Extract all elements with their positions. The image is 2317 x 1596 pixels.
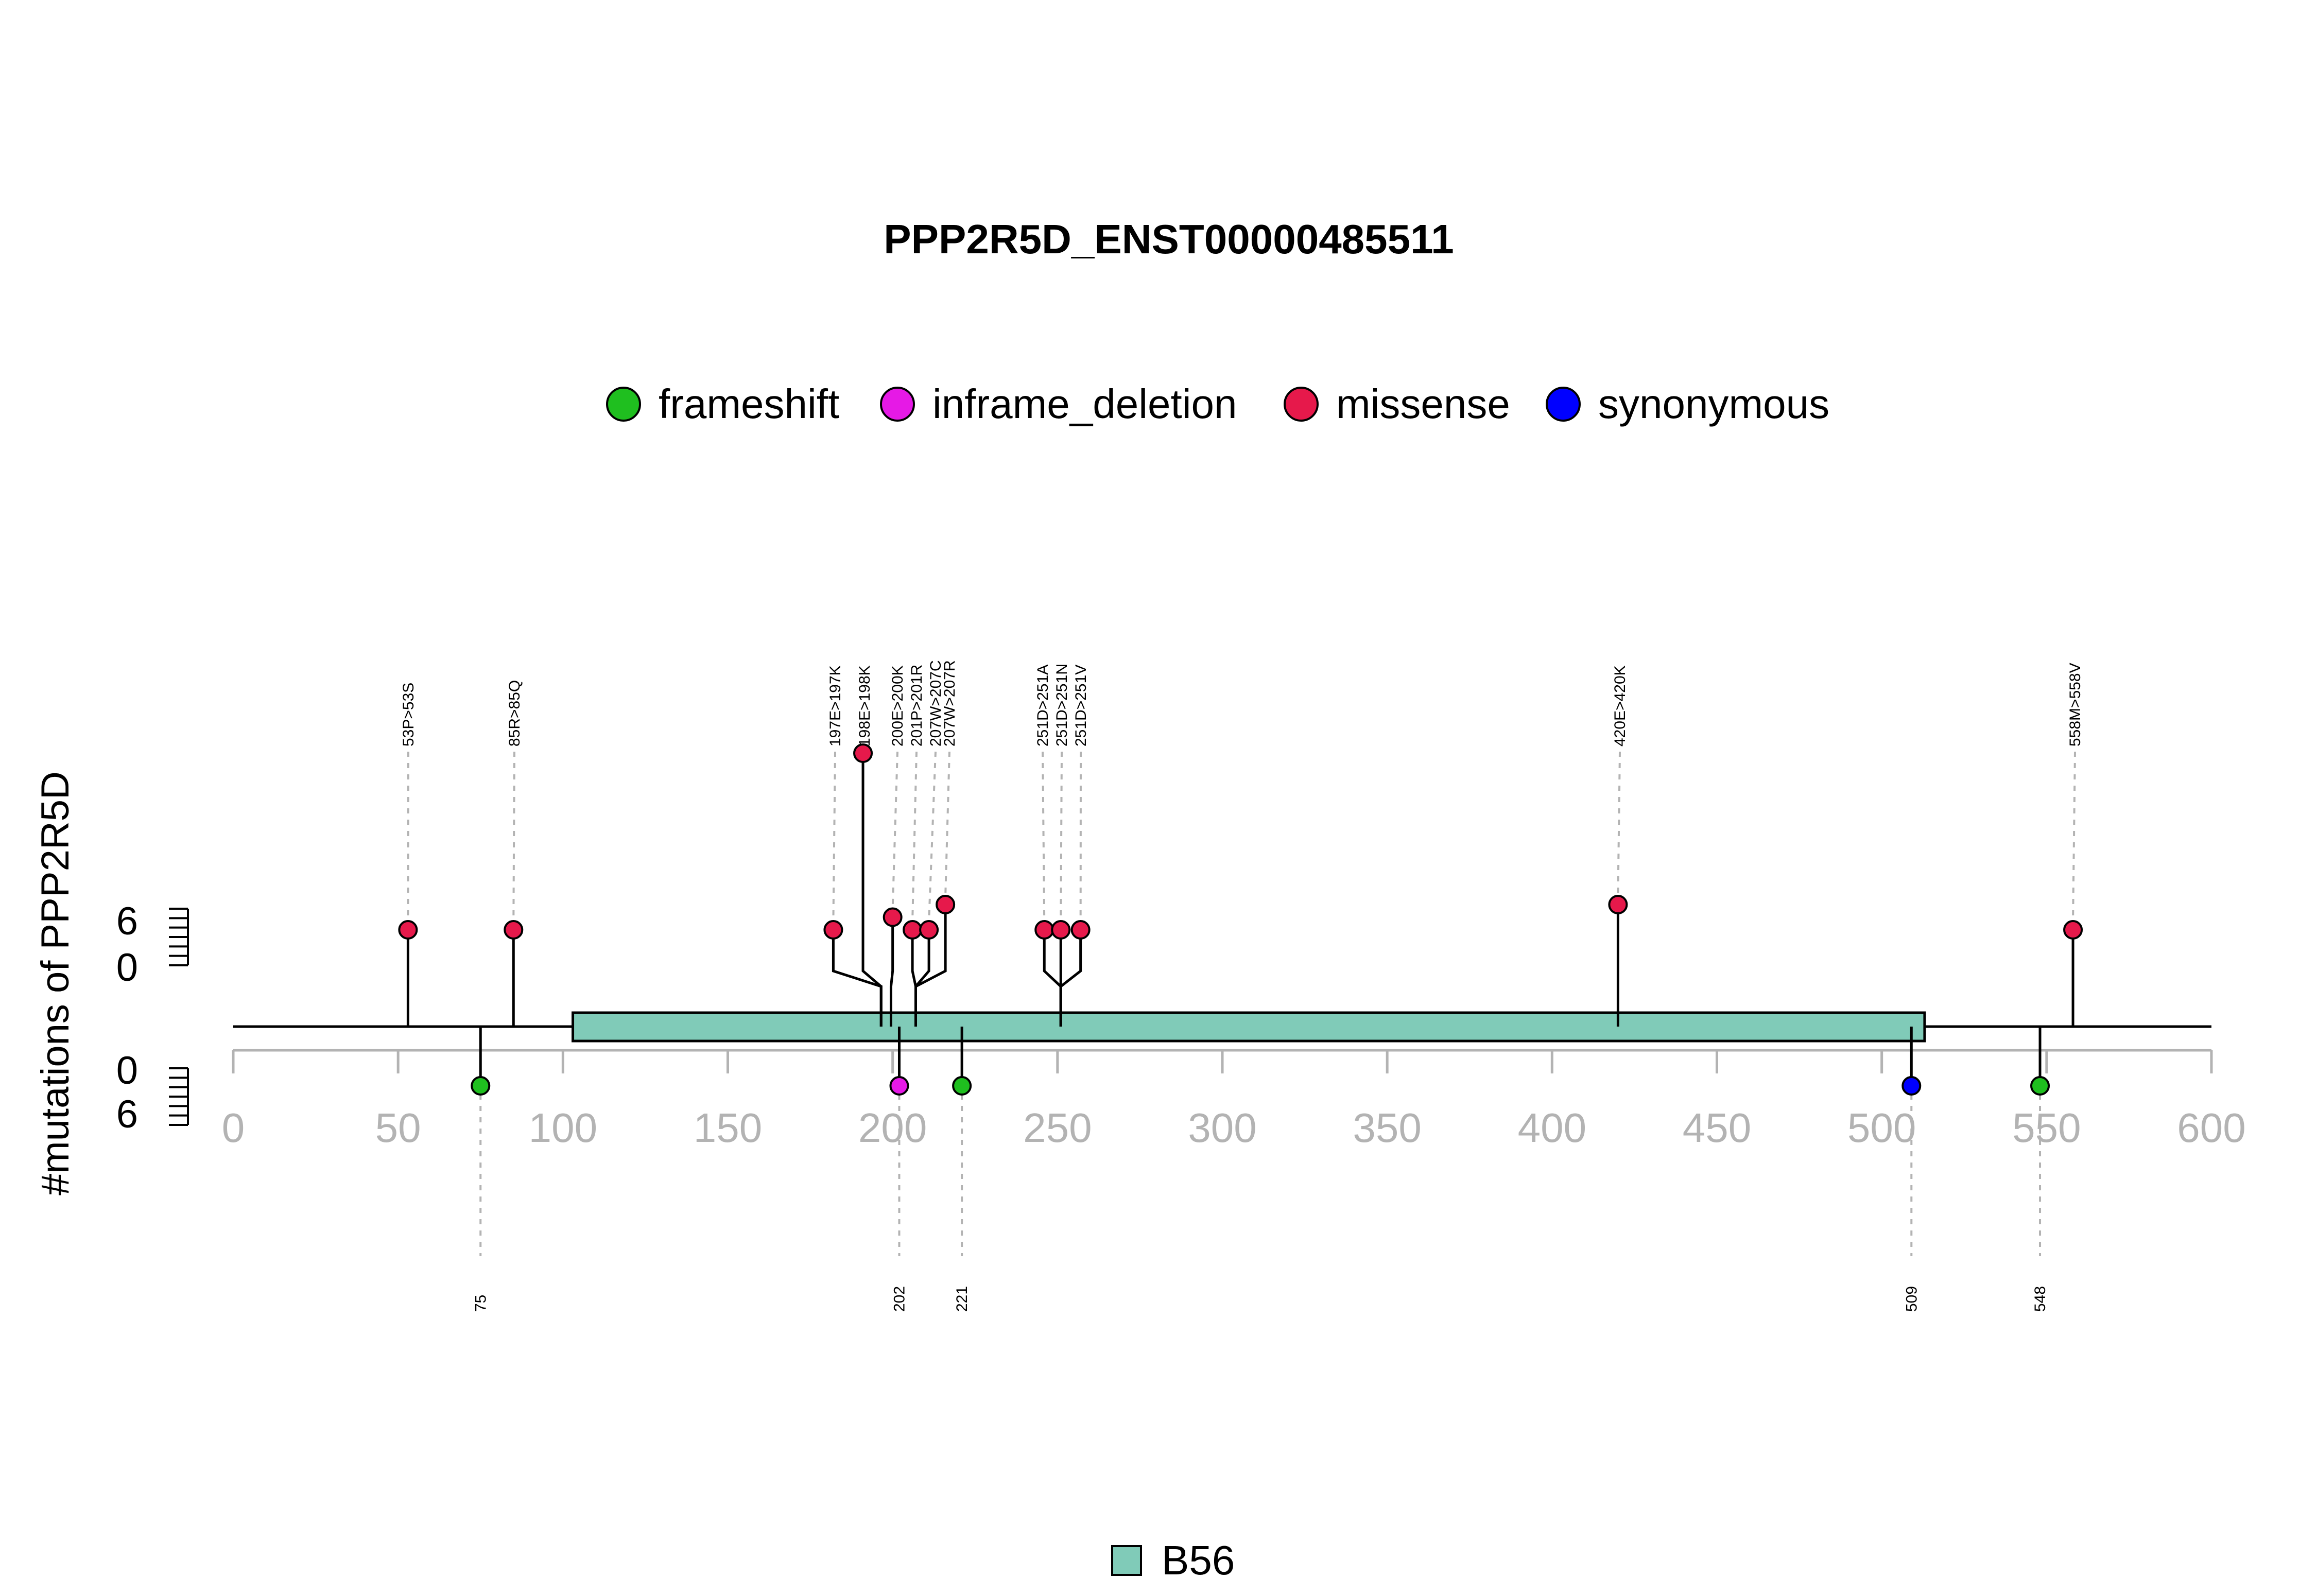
chart-title: PPP2R5D_ENST00000485511 (884, 216, 1454, 262)
domain-legend: B56 (1111, 1537, 1235, 1583)
mutation-label: 420E>420K (1612, 665, 1629, 747)
y-tick-bottom-0: 0 (116, 1049, 138, 1092)
mutation-stem (1059, 930, 1082, 1027)
mutation-point-frameshift (952, 1076, 972, 1096)
mutation-point-missense (1034, 920, 1054, 940)
mutation-point-missense (919, 920, 939, 940)
mutation-point-missense (1608, 895, 1628, 914)
mutation-stem (914, 905, 947, 1027)
mutation-point-synonymous (1901, 1076, 1922, 1096)
x-tick-label: 100 (529, 1105, 597, 1151)
guide-line (928, 751, 937, 922)
guide-line (832, 751, 836, 922)
guide-line (1042, 751, 1046, 922)
mutation-label: 200E>200K (889, 665, 906, 747)
x-tick-label: 400 (1518, 1105, 1586, 1151)
guide-line (512, 751, 515, 922)
x-tick-label: 50 (375, 1105, 421, 1151)
guide-line (1060, 751, 1063, 922)
mutation-label: 207W>207C (927, 660, 944, 747)
mutation-label: 251D>251A (1034, 665, 1051, 747)
legend-marker-inframe_deletion (880, 387, 915, 422)
mutation-label: 85R>85Q (506, 680, 523, 747)
mutation-point-missense (936, 895, 956, 914)
y-tick-top-0: 0 (116, 946, 138, 990)
legend-label-inframe_deletion: inframe_deletion (932, 381, 1237, 427)
mutation-label: 53P>53S (400, 683, 417, 747)
domain-B56 (572, 1011, 1926, 1043)
x-tick-label: 0 (222, 1105, 245, 1151)
guide-line (2072, 751, 2076, 922)
x-tick-label: 450 (1683, 1105, 1751, 1151)
y-tick-top-6: 6 (116, 899, 138, 943)
top-mutations: 53P>53S 85R>85Q 197E>197K 198E>198K 200E>200… (398, 660, 2084, 1027)
mutation-label: 198E>198K (856, 665, 873, 747)
mutation-point-missense (504, 920, 524, 940)
mutation-label: 509 (1903, 1286, 1920, 1312)
legend-label-frameshift: frameshift (659, 381, 839, 427)
mutation-point-missense (1051, 920, 1071, 940)
mutation-label: 75 (472, 1295, 489, 1312)
x-tick-label: 200 (858, 1105, 927, 1151)
guide-line (891, 751, 898, 909)
mutation-label: 558M>558V (2067, 663, 2084, 747)
mutation-label: 201P>201R (908, 665, 925, 747)
mutation-stem (889, 917, 894, 1027)
y-axis-label: #mutations of PPP2R5D (33, 771, 77, 1195)
x-tick-label: 550 (2012, 1105, 2081, 1151)
domain-legend-label: B56 (1162, 1537, 1235, 1583)
mutation-point-missense (2063, 920, 2083, 940)
legend-label-synonymous: synonymous (1598, 381, 1829, 427)
legend-marker-missense (1284, 387, 1319, 422)
mutation-label: 221 (954, 1286, 971, 1312)
mutation-label: 251D>251N (1053, 664, 1070, 747)
guide-line (1617, 751, 1621, 896)
legend: frameshift inframe_deletion missense synony… (606, 381, 1829, 427)
protein-backbone (233, 1011, 2211, 1043)
mutation-point-frameshift (471, 1076, 491, 1096)
mutation-point-frameshift (2030, 1076, 2050, 1096)
mutation-label: 197E>197K (827, 665, 844, 747)
mutation-point-missense (883, 907, 903, 927)
legend-label-missense: missense (1336, 381, 1510, 427)
legend-marker-synonymous (1546, 387, 1581, 422)
domain-legend-swatch (1111, 1545, 1142, 1576)
x-tick-label: 600 (2177, 1105, 2245, 1151)
mutation-label: 202 (891, 1286, 908, 1312)
mutation-point-missense (903, 920, 923, 940)
mutation-point-inframe_deletion (889, 1076, 909, 1096)
guide-line (944, 751, 950, 896)
mutation-label: 207W>207R (941, 660, 958, 747)
x-tick-label: 250 (1023, 1105, 1092, 1151)
guide-line (911, 751, 918, 922)
x-tick-label: 500 (1847, 1105, 1916, 1151)
mutation-stem (861, 753, 883, 1027)
mutation-point-missense (853, 743, 873, 763)
mutation-label: 548 (2032, 1286, 2049, 1312)
x-tick-label: 350 (1353, 1105, 1421, 1151)
x-tick-label: 150 (694, 1105, 762, 1151)
legend-marker-frameshift (606, 387, 641, 422)
x-tick-label: 300 (1188, 1105, 1256, 1151)
mutation-point-missense (1070, 920, 1091, 940)
mutation-point-missense (398, 920, 418, 940)
bottom-mutations: 75 202 221 509 548 (471, 1027, 2050, 1312)
x-axis: 0 50 100 150 200 250 300 350 400 450 500 550 600 (222, 1049, 2246, 1151)
mutation-point-missense (823, 920, 843, 940)
mutation-label: 251D>251V (1073, 665, 1090, 747)
y-tick-bottom-6: 6 (116, 1092, 138, 1136)
